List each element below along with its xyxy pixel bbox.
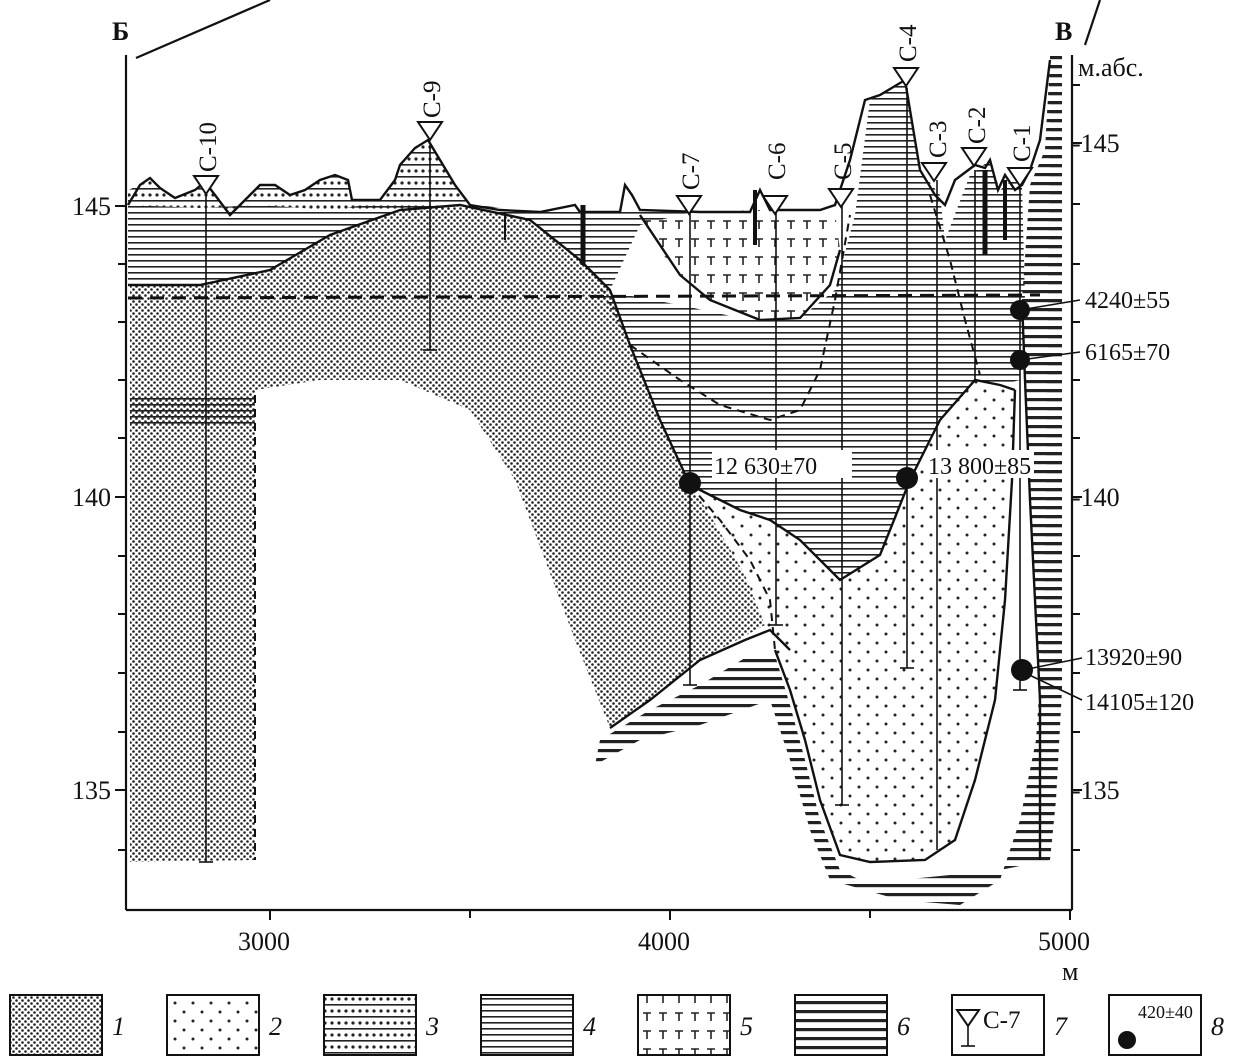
x-tick-3000: 3000 (238, 927, 290, 956)
legend-num-2: 2 (269, 1012, 282, 1041)
date-label-13800: 13 800±85 (928, 454, 1031, 480)
legend-date-label: 420±40 (1138, 1002, 1193, 1022)
well-shafts (199, 88, 1027, 863)
sample-leaders (1019, 299, 1083, 701)
legend: 1 2 3 4 5 6 С-7 7 420±40 8 (9, 994, 1224, 1056)
legend-swatch-4 (480, 994, 574, 1056)
well-label-c3: С-3 (925, 121, 952, 159)
x-tick-5000: 5000 (1038, 927, 1090, 956)
well-label-c4: С-4 (895, 24, 922, 62)
legend-num-1: 1 (112, 1012, 125, 1041)
y-right-tick-135: -135 (1072, 776, 1120, 805)
x-tick-4000: 4000 (638, 927, 690, 956)
legend-swatch-2 (166, 994, 260, 1056)
section-frame (124, 0, 1102, 912)
date-label-4240: 4240±55 (1085, 288, 1170, 314)
unit-4-layer-center (600, 80, 1025, 580)
unit-1-left-sands (130, 205, 765, 862)
well-label-c10: С-10 (195, 122, 222, 172)
y-ticks (115, 84, 1082, 920)
y-left-tick-140: 140 (72, 483, 111, 512)
legend-num-8: 8 (1211, 1012, 1224, 1041)
date-label-6165: 6165±70 (1085, 340, 1170, 366)
legend-swatch-6 (794, 994, 888, 1056)
legend-num-6: 6 (897, 1012, 910, 1041)
legend-swatch-1 (9, 994, 103, 1056)
corner-label-right: В (1055, 17, 1072, 46)
well-label-c2: С-2 (964, 107, 991, 145)
y-right-tick-140: -140 (1072, 483, 1120, 512)
legend-swatch-3 (323, 994, 417, 1056)
y-left-tick-135: 135 (72, 776, 111, 805)
groundwater-level-line (127, 293, 1041, 300)
legend-num-7: 7 (1054, 1012, 1068, 1041)
legend-num-4: 4 (583, 1012, 596, 1041)
legend-swatch-5 (637, 994, 731, 1056)
well-markers (192, 67, 1034, 216)
unit-3-top-dunes (128, 140, 470, 215)
well-label-c7: С-7 (678, 153, 705, 191)
legend-num-5: 5 (740, 1012, 753, 1041)
y-left-tick-145: 145 (72, 192, 111, 221)
well-label-c9: С-9 (419, 81, 446, 119)
dashed-boundaries (254, 194, 981, 860)
well-label-c6: С-6 (764, 143, 791, 181)
well-label-c5: С-5 (830, 143, 857, 181)
date-label-12630: 12 630±70 (714, 454, 817, 480)
corner-label-left: Б (112, 17, 129, 46)
unit-6-right-flank (595, 55, 1062, 905)
date-label-14105: 14105±120 (1085, 690, 1194, 716)
unit-4-layer-top-left (128, 200, 700, 290)
date-label-13920: 13920±90 (1085, 645, 1182, 671)
legend-well-label: С-7 (983, 1007, 1021, 1034)
legend-num-3: 3 (425, 1012, 439, 1041)
unit-label-bottom: м (1062, 957, 1078, 986)
well-label-c1: С-1 (1009, 125, 1036, 163)
unit-2-channel-fill (690, 380, 1015, 862)
y-right-tick-145: -145 (1072, 129, 1120, 158)
sample-points (679, 300, 1033, 681)
unit-4-left-lens (130, 395, 255, 425)
legend-well-marker-icon (955, 1009, 981, 1028)
unit-label-right: м.абс. (1078, 53, 1144, 82)
surface-markers (504, 170, 1007, 265)
legend-sample-dot-icon (1118, 1031, 1136, 1049)
